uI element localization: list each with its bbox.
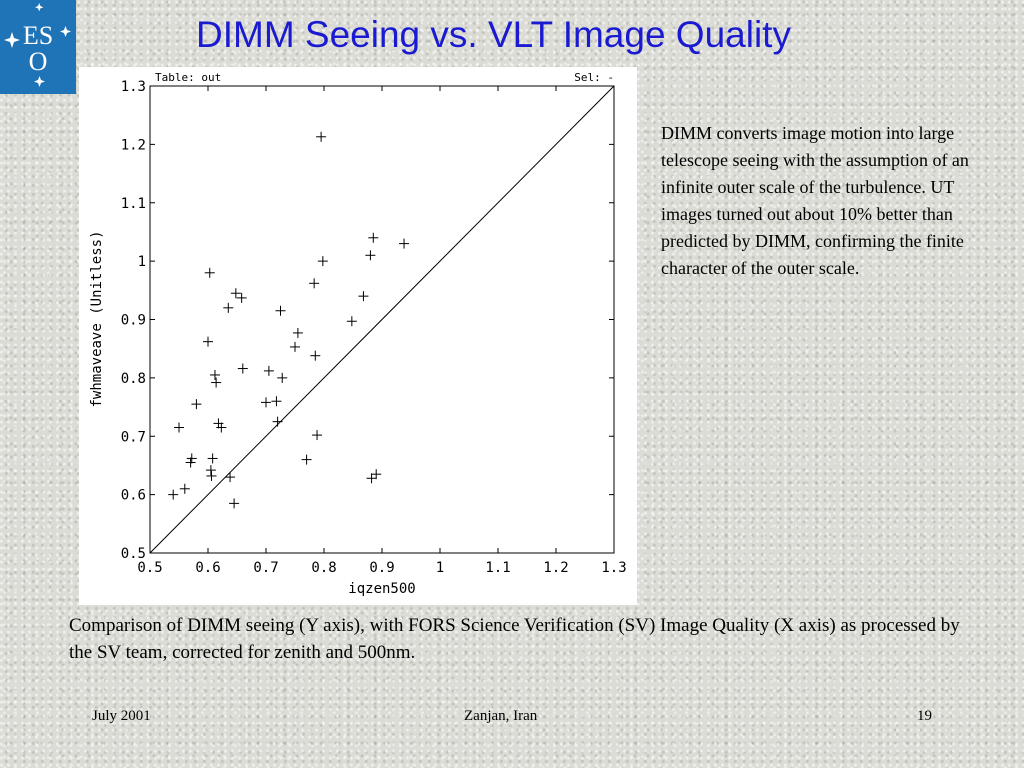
table-label: Table: out <box>155 71 221 84</box>
slide-title: DIMM Seeing vs. VLT Image Quality <box>196 14 791 55</box>
data-point <box>230 288 241 299</box>
data-point <box>316 131 327 142</box>
data-point <box>358 291 369 302</box>
data-point <box>213 418 224 429</box>
data-point <box>399 238 410 249</box>
data-point <box>292 327 303 338</box>
data-point <box>290 341 300 352</box>
data-point <box>346 316 357 327</box>
data-point <box>317 256 328 267</box>
data-point <box>185 457 196 468</box>
data-point <box>366 473 377 484</box>
eso-logo: ES O <box>0 0 76 94</box>
data-point <box>277 372 288 383</box>
data-point <box>229 498 240 509</box>
eso-logo-graphic: ES O <box>4 3 71 87</box>
selection-label: Sel: - <box>574 71 614 84</box>
page-number: 19 <box>917 708 932 724</box>
data-point <box>174 422 184 433</box>
data-point <box>310 350 321 361</box>
data-point <box>263 365 274 376</box>
data-point <box>205 465 216 476</box>
data-point <box>203 336 213 347</box>
data-point <box>223 302 234 313</box>
y-tick-label: 0.8 <box>121 371 146 387</box>
x-tick-label: 0.9 <box>369 560 394 576</box>
data-points <box>168 131 410 509</box>
data-point <box>179 483 190 494</box>
data-point <box>275 305 286 316</box>
data-point <box>312 430 323 441</box>
scatter-plot-panel: Table: out Sel: - 0.5 0.6 0.7 0.8 0.9 1 1.1 1.2… <box>79 67 637 605</box>
data-point <box>237 363 248 374</box>
data-point <box>236 292 247 303</box>
data-point <box>204 267 215 278</box>
x-axis: 0.5 0.6 0.7 0.8 0.9 1 1.1 1.2 1.3 <box>137 86 627 576</box>
x-tick-label: 1.1 <box>485 560 510 576</box>
footer-location: Zanjan, Iran <box>464 708 538 724</box>
data-point <box>365 250 376 261</box>
data-point <box>301 454 312 465</box>
data-point <box>209 369 220 380</box>
y-tick-label: 1 <box>138 254 146 270</box>
y-tick-label: 0.9 <box>121 313 146 329</box>
data-point <box>309 278 320 289</box>
data-point <box>271 396 282 407</box>
data-point <box>207 453 218 464</box>
x-axis-label: iqzen500 <box>348 581 415 597</box>
data-point <box>206 470 217 481</box>
figure-caption: Comparison of DIMM seeing (Y axis), with… <box>69 615 960 663</box>
data-point <box>168 489 179 500</box>
x-tick-label: 0.7 <box>253 560 278 576</box>
data-point <box>272 416 283 427</box>
y-tick-label: 1.3 <box>121 79 146 95</box>
scatter-plot: Table: out Sel: - 0.5 0.6 0.7 0.8 0.9 1 1.1 1.2… <box>89 71 627 597</box>
y-tick-label: 0.5 <box>121 546 146 562</box>
description-text: DIMM converts image motion into large te… <box>661 123 969 278</box>
svg-text:O: O <box>29 47 48 76</box>
x-tick-label: 1.3 <box>601 560 626 576</box>
data-point <box>368 232 379 243</box>
data-point <box>211 377 222 388</box>
x-tick-label: 0.6 <box>195 560 220 576</box>
data-point <box>371 469 382 480</box>
data-point <box>216 422 227 433</box>
x-tick-label: 0.5 <box>137 560 162 576</box>
equality-line <box>149 85 615 554</box>
y-tick-label: 0.7 <box>121 429 146 445</box>
data-point <box>186 453 197 464</box>
x-tick-label: 1.2 <box>543 560 568 576</box>
x-tick-label: 1 <box>436 560 444 576</box>
logo-letters: ES <box>23 21 53 50</box>
y-tick-label: 0.6 <box>121 488 146 504</box>
y-axis: 0.5 0.6 0.7 0.8 0.9 1 1.1 1.2 1.3 <box>121 79 614 562</box>
data-point <box>261 397 271 408</box>
y-axis-label: fwhmaveave (Unitless) <box>89 230 105 407</box>
footer-date: July 2001 <box>92 708 151 724</box>
y-tick-label: 1.2 <box>121 137 146 153</box>
data-point <box>225 472 236 483</box>
y-tick-label: 1.1 <box>121 196 146 212</box>
data-point <box>191 399 202 410</box>
x-tick-label: 0.8 <box>311 560 336 576</box>
